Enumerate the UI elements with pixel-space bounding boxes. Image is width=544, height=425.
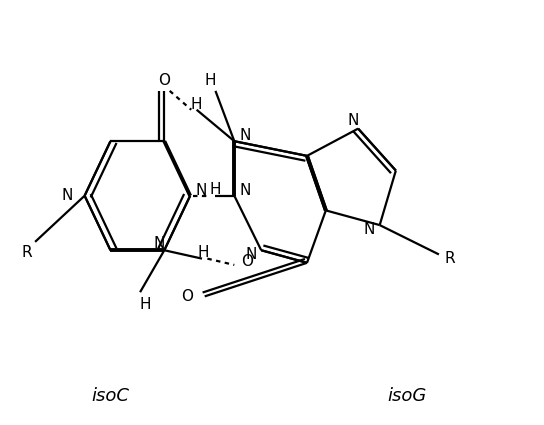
Text: N: N bbox=[153, 236, 165, 252]
Text: H: H bbox=[191, 97, 202, 112]
Text: N: N bbox=[347, 113, 358, 128]
Text: R: R bbox=[22, 245, 32, 260]
Text: O: O bbox=[240, 254, 253, 269]
Text: N: N bbox=[239, 128, 251, 143]
Text: O: O bbox=[181, 289, 193, 304]
Text: isoG: isoG bbox=[387, 388, 426, 405]
Text: H: H bbox=[140, 297, 151, 312]
Text: H: H bbox=[205, 73, 216, 88]
Text: N: N bbox=[363, 222, 375, 237]
Text: N: N bbox=[246, 247, 257, 262]
Text: H: H bbox=[198, 245, 209, 260]
Text: R: R bbox=[444, 251, 455, 266]
Text: O: O bbox=[158, 73, 170, 88]
Text: H: H bbox=[210, 182, 221, 197]
Text: isoC: isoC bbox=[91, 388, 129, 405]
Text: N: N bbox=[61, 188, 73, 203]
Text: N: N bbox=[195, 183, 207, 198]
Text: N: N bbox=[239, 183, 251, 198]
